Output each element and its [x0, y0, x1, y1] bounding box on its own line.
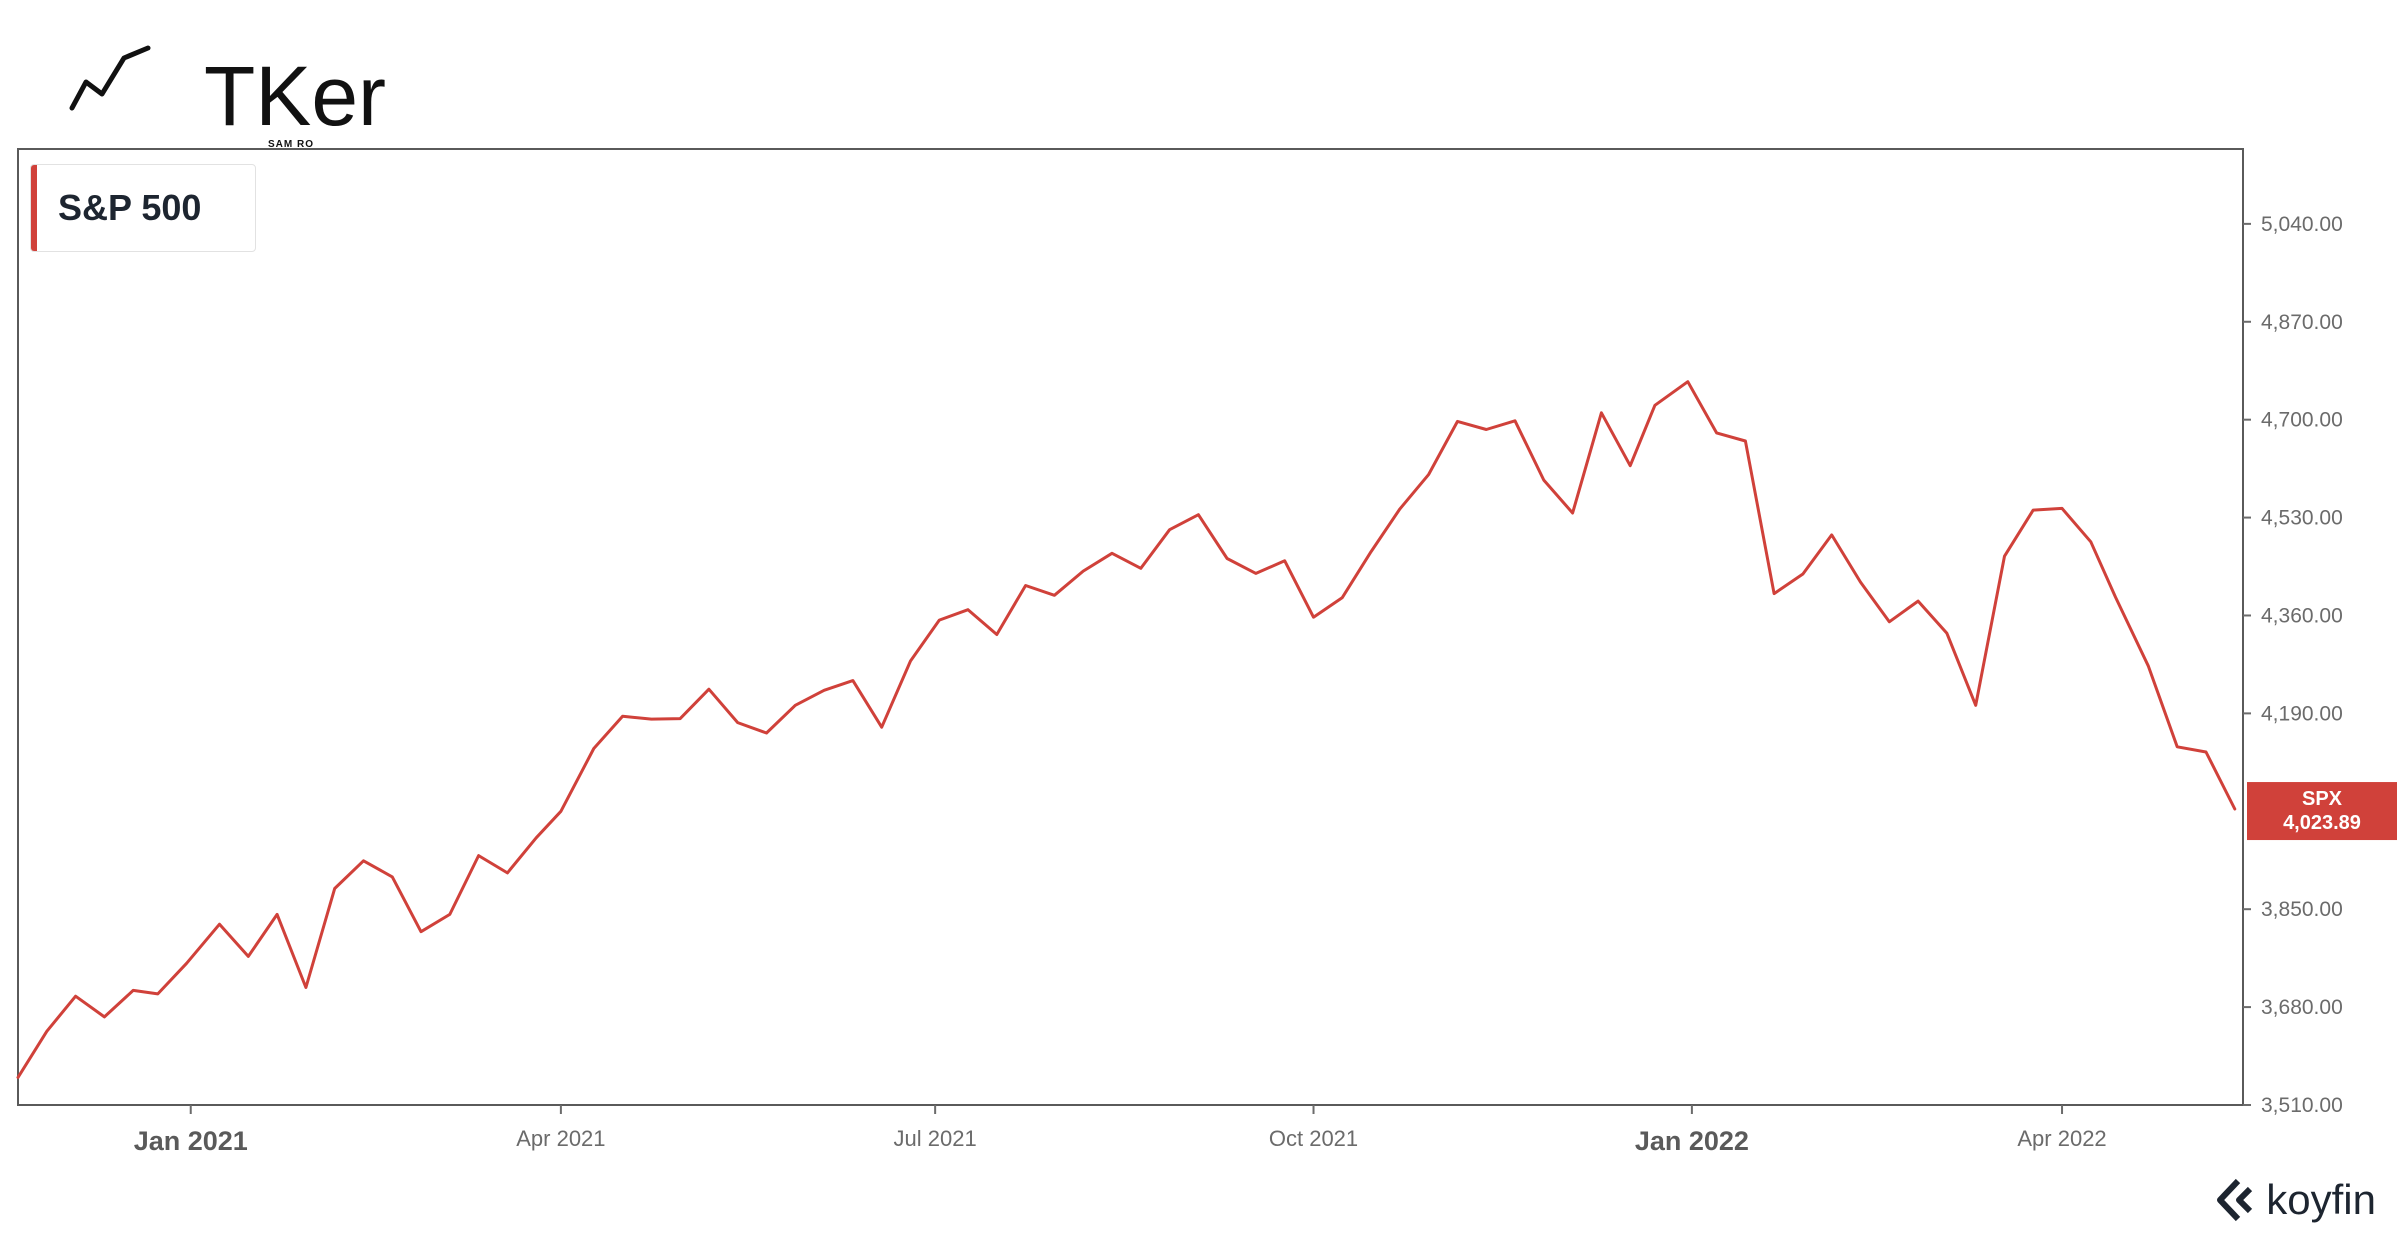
koyfin-branding: koyfin	[2212, 1176, 2376, 1224]
y-tick-label: 3,510.00	[2261, 1094, 2343, 1117]
spx-series-line	[16, 380, 2237, 1079]
y-tick-label: 4,360.00	[2261, 604, 2343, 627]
x-tick-label: Oct 2021	[1269, 1126, 1358, 1151]
plot-frame	[17, 148, 2244, 1106]
x-tick-label: Jul 2021	[894, 1126, 977, 1151]
koyfin-logo-icon	[2217, 1178, 2253, 1222]
legend-color-swatch	[31, 165, 37, 251]
y-tick-label: 3,680.00	[2261, 996, 2343, 1019]
logo-text: TKer	[204, 49, 387, 143]
legend-label: S&P 500	[58, 187, 202, 228]
y-tick-label: 3,850.00	[2261, 898, 2343, 921]
koyfin-wordmark: koyfin	[2266, 1176, 2376, 1223]
tker-logo: TKer SAM RO	[64, 30, 386, 150]
last-value-number: 4,023.89	[2283, 812, 2361, 834]
y-tick-label: 4,190.00	[2261, 702, 2343, 725]
last-value-ticker: SPX	[2302, 788, 2343, 810]
trend-line-icon	[69, 45, 151, 111]
x-tick-label: Jan 2022	[1635, 1126, 1749, 1156]
y-tick-label: 4,530.00	[2261, 507, 2343, 530]
x-tick-label: Apr 2022	[2017, 1126, 2106, 1151]
y-tick-label: 4,700.00	[2261, 409, 2343, 432]
x-tick-label: Jan 2021	[134, 1126, 248, 1156]
logo-subtitle: SAM RO	[268, 139, 314, 150]
y-tick-label: 4,870.00	[2261, 311, 2343, 334]
x-tick-label: Apr 2021	[516, 1126, 605, 1151]
chart-legend: S&P 500	[30, 164, 256, 252]
last-value-badge	[2247, 782, 2397, 841]
y-tick-label: 5,040.00	[2261, 213, 2343, 236]
